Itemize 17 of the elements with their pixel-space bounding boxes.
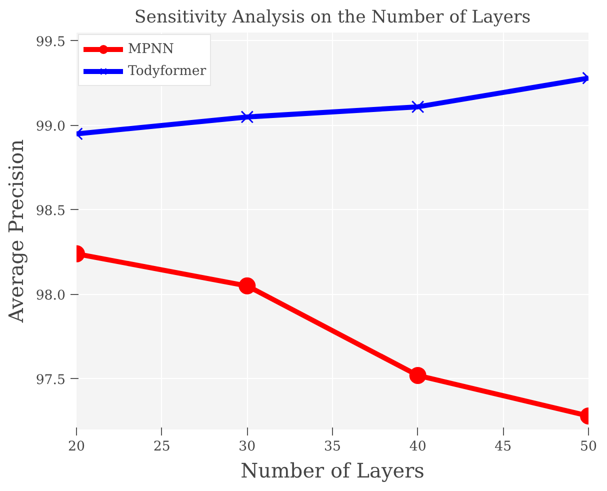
x-tick-label: 30: [238, 440, 256, 454]
y-tick-label: 99.0: [36, 119, 66, 134]
x-tick-label: 35: [324, 440, 341, 454]
y-tick-label: 98.0: [36, 288, 66, 304]
y-tick-label: 98.5: [36, 204, 66, 219]
x-tick-label: 45: [494, 440, 512, 454]
chart-title: Sensitivity Analysis on the Number of Layers: [134, 8, 531, 28]
x-tick-label: 25: [153, 440, 170, 454]
legend-label: MPNN: [128, 42, 174, 56]
y-axis-title: Average Precision: [4, 139, 28, 324]
x-tick-label: 50: [580, 440, 597, 454]
y-tick-label: 97.5: [36, 372, 66, 388]
y-tick-label: 99.5: [36, 34, 66, 50]
x-tick-label: 40: [409, 440, 426, 454]
x-axis-title: Number of Layers: [240, 458, 424, 482]
legend-label: Todyformer: [128, 64, 206, 78]
x-tick-label: 20: [68, 440, 85, 454]
